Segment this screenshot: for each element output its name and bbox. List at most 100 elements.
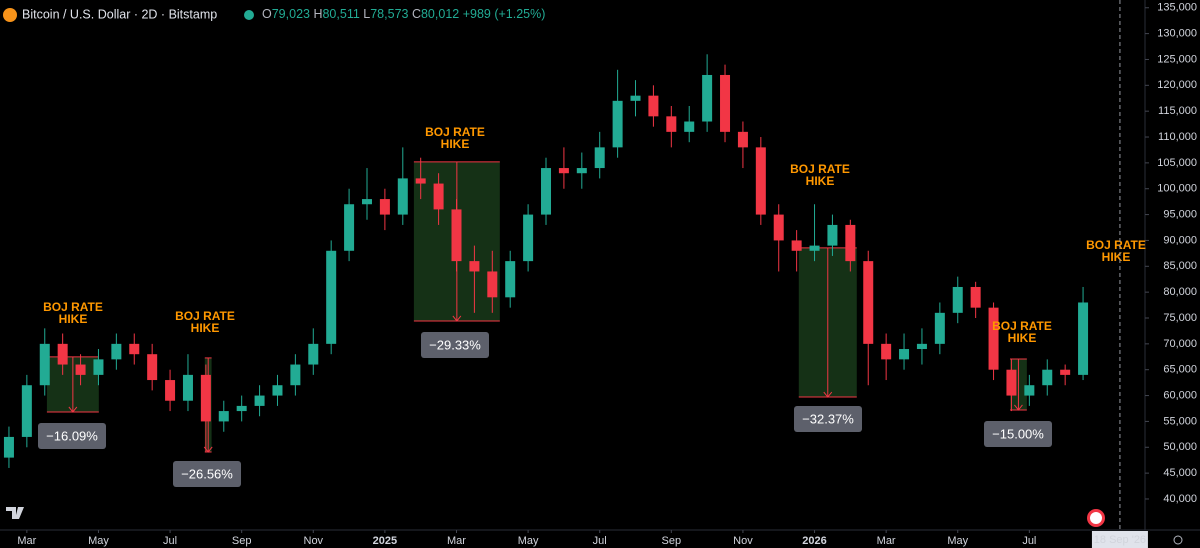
candle-body (272, 385, 283, 396)
candle-body (361, 199, 372, 205)
tradingview-logo (6, 507, 24, 519)
crosshair-label-box (1091, 531, 1148, 548)
x-tick-label: May (88, 535, 109, 547)
market-status-dot (244, 10, 254, 20)
candle-body (379, 199, 390, 215)
annotation: BOJ RATE (992, 319, 1052, 333)
candle-body (988, 307, 999, 370)
candle-body (845, 224, 856, 262)
y-tick-label: 100,000 (1157, 183, 1197, 195)
annotation: HIKE (1102, 250, 1131, 264)
candle-body (1006, 369, 1017, 396)
y-tick-label: 105,000 (1157, 157, 1197, 169)
candle-body (415, 178, 426, 184)
annotation: HIKE (1008, 331, 1037, 345)
candle-body (1078, 302, 1089, 375)
candle-body (469, 261, 480, 272)
annotation: HIKE (191, 321, 220, 335)
candle-body (612, 100, 623, 148)
candle-body (326, 250, 337, 344)
symbol-header: Bitcoin / U.S. Dollar · 2D · Bitstamp O7… (3, 7, 545, 22)
candle-body (433, 183, 444, 210)
x-tick-label: May (518, 535, 539, 547)
measure-label: −16.09% (46, 428, 98, 443)
annotation: BOJ RATE (175, 309, 235, 323)
candle-body (809, 245, 820, 251)
candle-body (899, 349, 910, 360)
candle-body (648, 95, 659, 117)
candle-body (934, 312, 945, 344)
candle-body (344, 204, 355, 251)
price-range-measure: −16.09% (38, 356, 106, 449)
settings-icon[interactable] (1173, 535, 1183, 545)
candle-body (916, 343, 927, 350)
candle-body (254, 395, 265, 406)
y-tick-label: 45,000 (1163, 467, 1197, 479)
candle-body (827, 224, 838, 246)
bitcoin-icon (3, 8, 17, 22)
annotation: HIKE (806, 174, 835, 188)
measure-arrowhead (68, 406, 78, 413)
candle-body (863, 261, 874, 344)
measure-label-box (794, 406, 862, 432)
annotation: BOJ RATE (790, 162, 850, 176)
y-tick-label: 120,000 (1157, 79, 1197, 91)
measure-label: −15.00% (992, 426, 1044, 441)
ohlc-key: H (313, 7, 322, 21)
candle-body (129, 343, 140, 355)
y-tick-label: 60,000 (1163, 389, 1197, 401)
candle-body (200, 374, 211, 422)
y-tick-label: 130,000 (1157, 28, 1197, 40)
measure-label: −26.56% (181, 466, 233, 481)
y-tick-label: 55,000 (1163, 415, 1197, 427)
price-range-measure: −32.37% (794, 247, 862, 432)
flag-icon (1087, 509, 1105, 527)
candle-body (21, 385, 32, 437)
measure-arrowhead (452, 315, 462, 322)
annotation: HIKE (441, 137, 470, 151)
candle-body (970, 286, 981, 308)
candle-body (702, 74, 713, 122)
candle-body (720, 74, 731, 132)
measure-label-box (421, 332, 489, 358)
crosshair-label: 18 Sep '26 (1094, 534, 1146, 546)
candle-body (1024, 385, 1035, 396)
x-tick-label: Nov (304, 535, 324, 547)
y-tick-label: 50,000 (1163, 441, 1197, 453)
candle-body (290, 364, 301, 386)
y-tick-label: 125,000 (1157, 53, 1197, 65)
candle-body (881, 343, 892, 360)
candle-body (558, 168, 569, 174)
x-tick-label: 2026 (802, 535, 826, 547)
y-tick-label: 135,000 (1157, 2, 1197, 14)
candle-body (576, 168, 587, 174)
measure-arrowhead (1014, 404, 1023, 411)
x-tick-label: 2025 (373, 535, 397, 547)
x-tick-label: Mar (17, 535, 36, 547)
candle-body (594, 147, 605, 169)
candle-body (523, 214, 534, 262)
x-tick-label: Sep (232, 535, 252, 547)
y-tick-label: 95,000 (1163, 208, 1197, 220)
ohlc-key: C (412, 7, 421, 21)
candle-body (487, 271, 498, 298)
candle-body (182, 374, 193, 401)
y-tick-label: 115,000 (1158, 105, 1197, 117)
candle-body (505, 261, 516, 298)
ohlc-values: O79,023 H80,511 L78,573 C80,012 +989 (+1… (262, 7, 545, 21)
y-tick-label: 110,000 (1158, 131, 1197, 143)
symbol-title: Bitcoin / U.S. Dollar · 2D · Bitstamp (22, 7, 217, 21)
candle-body (397, 178, 408, 215)
ohlc-key: O (262, 7, 272, 21)
x-tick-label: May (947, 535, 968, 547)
measure-arrowhead (823, 391, 833, 398)
ohlc-key: L (363, 7, 370, 21)
ohlc-value: 80,012 (421, 7, 459, 21)
x-tick-label: Mar (447, 535, 466, 547)
measure-label: −29.33% (429, 337, 481, 352)
x-tick-label: Sep (662, 535, 682, 547)
x-tick-label: Jul (1022, 535, 1036, 547)
candle-body (147, 354, 158, 381)
y-tick-label: 70,000 (1163, 338, 1197, 350)
